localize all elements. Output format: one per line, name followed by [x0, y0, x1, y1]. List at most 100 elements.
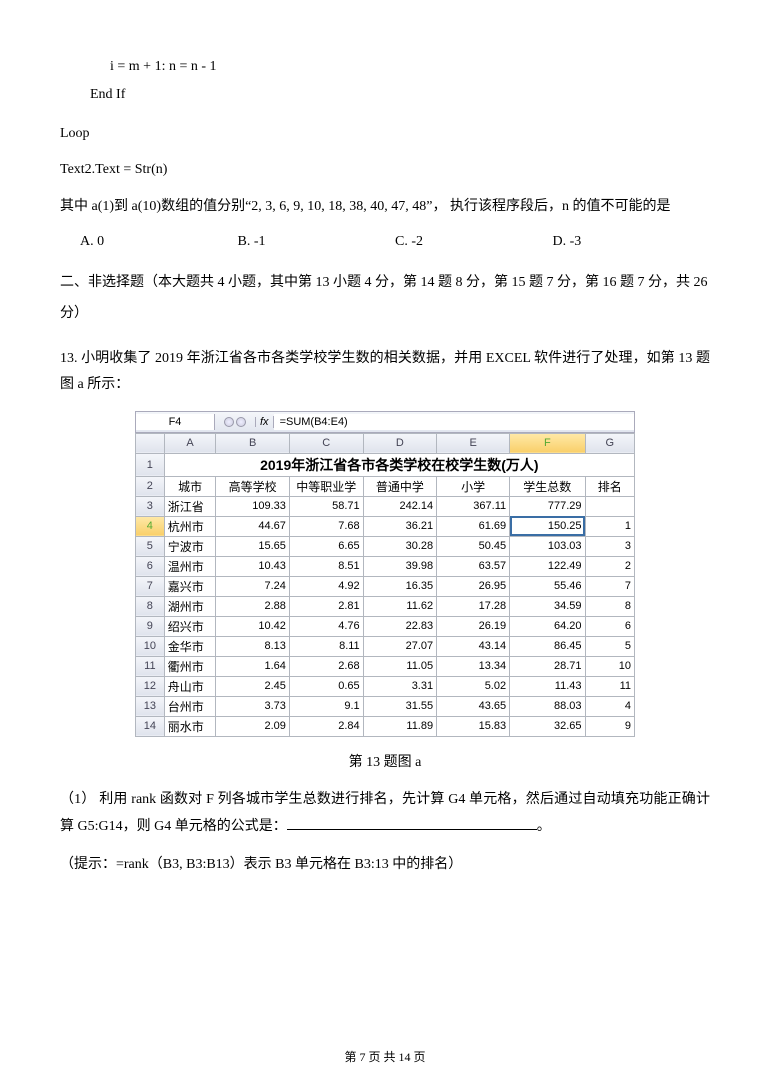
row-header[interactable]: 4 — [136, 516, 165, 536]
row-header[interactable]: 8 — [136, 596, 165, 616]
data-cell[interactable]: 11 — [585, 676, 635, 696]
data-cell[interactable]: 8 — [585, 596, 635, 616]
col-header-B[interactable]: B — [216, 433, 289, 453]
data-cell[interactable]: 26.95 — [437, 576, 510, 596]
data-cell[interactable]: 28.71 — [510, 656, 585, 676]
data-cell[interactable]: 7 — [585, 576, 635, 596]
data-cell[interactable]: 6.65 — [289, 536, 363, 556]
row-header[interactable]: 5 — [136, 536, 165, 556]
data-cell[interactable]: 777.29 — [510, 496, 585, 516]
data-cell[interactable]: 103.03 — [510, 536, 585, 556]
data-cell[interactable]: 11.89 — [363, 716, 436, 736]
header-cell[interactable]: 学生总数 — [510, 476, 585, 496]
data-cell[interactable]: 2.45 — [216, 676, 289, 696]
data-cell[interactable]: 367.11 — [437, 496, 510, 516]
data-cell[interactable]: 86.45 — [510, 636, 585, 656]
col-header-D[interactable]: D — [363, 433, 436, 453]
data-cell[interactable]: 43.65 — [437, 696, 510, 716]
header-cell[interactable]: 高等学校 — [216, 476, 289, 496]
row-header[interactable]: 2 — [136, 476, 165, 496]
col-header-C[interactable]: C — [289, 433, 363, 453]
data-cell[interactable]: 3.31 — [363, 676, 436, 696]
data-cell[interactable]: 7.24 — [216, 576, 289, 596]
col-header-E[interactable]: E — [437, 433, 510, 453]
dropdown-icon[interactable] — [224, 417, 234, 427]
data-cell[interactable]: 11.05 — [363, 656, 436, 676]
data-cell[interactable]: 58.71 — [289, 496, 363, 516]
data-cell[interactable]: 32.65 — [510, 716, 585, 736]
data-cell[interactable]: 5.02 — [437, 676, 510, 696]
data-cell[interactable]: 2.68 — [289, 656, 363, 676]
data-cell[interactable]: 61.69 — [437, 516, 510, 536]
row-header[interactable]: 6 — [136, 556, 165, 576]
data-cell[interactable]: 122.49 — [510, 556, 585, 576]
data-cell[interactable]: 64.20 — [510, 616, 585, 636]
data-cell[interactable]: 金华市 — [164, 636, 216, 656]
data-cell[interactable]: 0.65 — [289, 676, 363, 696]
data-cell[interactable]: 44.67 — [216, 516, 289, 536]
header-cell[interactable]: 中等职业学 — [289, 476, 363, 496]
row-header[interactable]: 14 — [136, 716, 165, 736]
data-cell[interactable]: 88.03 — [510, 696, 585, 716]
data-cell[interactable]: 8.51 — [289, 556, 363, 576]
data-cell[interactable]: 3.73 — [216, 696, 289, 716]
data-cell[interactable]: 17.28 — [437, 596, 510, 616]
data-cell[interactable]: 11.62 — [363, 596, 436, 616]
data-cell[interactable]: 26.19 — [437, 616, 510, 636]
data-cell[interactable]: 55.46 — [510, 576, 585, 596]
data-cell[interactable]: 舟山市 — [164, 676, 216, 696]
data-cell[interactable]: 16.35 — [363, 576, 436, 596]
data-cell[interactable]: 绍兴市 — [164, 616, 216, 636]
data-cell[interactable]: 36.21 — [363, 516, 436, 536]
data-cell[interactable]: 31.55 — [363, 696, 436, 716]
row-header[interactable]: 9 — [136, 616, 165, 636]
data-cell[interactable]: 4 — [585, 696, 635, 716]
cancel-icon[interactable] — [236, 417, 246, 427]
data-cell[interactable] — [585, 496, 635, 516]
data-cell[interactable]: 109.33 — [216, 496, 289, 516]
data-cell[interactable]: 2.09 — [216, 716, 289, 736]
name-box[interactable]: F4 — [136, 414, 215, 430]
data-cell[interactable]: 242.14 — [363, 496, 436, 516]
header-cell[interactable]: 城市 — [164, 476, 216, 496]
data-cell[interactable]: 嘉兴市 — [164, 576, 216, 596]
data-cell[interactable]: 衢州市 — [164, 656, 216, 676]
row-header[interactable]: 13 — [136, 696, 165, 716]
data-cell[interactable]: 15.83 — [437, 716, 510, 736]
spreadsheet[interactable]: ABCDEFG12019年浙江省各市各类学校在校学生数(万人)2城市高等学校中等… — [135, 433, 635, 737]
data-cell[interactable]: 9 — [585, 716, 635, 736]
row-header[interactable]: 1 — [136, 453, 165, 476]
col-header-G[interactable]: G — [585, 433, 635, 453]
data-cell[interactable]: 4.92 — [289, 576, 363, 596]
data-cell[interactable]: 8.13 — [216, 636, 289, 656]
row-header[interactable]: 12 — [136, 676, 165, 696]
data-cell[interactable]: 4.76 — [289, 616, 363, 636]
data-cell[interactable]: 杭州市 — [164, 516, 216, 536]
data-cell[interactable]: 2.84 — [289, 716, 363, 736]
formula-input[interactable]: =SUM(B4:E4) — [274, 414, 634, 430]
data-cell[interactable]: 15.65 — [216, 536, 289, 556]
data-cell[interactable]: 1.64 — [216, 656, 289, 676]
data-cell[interactable]: 温州市 — [164, 556, 216, 576]
data-cell[interactable]: 5 — [585, 636, 635, 656]
data-cell[interactable]: 150.25 — [510, 516, 585, 536]
data-cell[interactable]: 50.45 — [437, 536, 510, 556]
row-header[interactable]: 3 — [136, 496, 165, 516]
data-cell[interactable]: 10 — [585, 656, 635, 676]
data-cell[interactable]: 7.68 — [289, 516, 363, 536]
data-cell[interactable]: 湖州市 — [164, 596, 216, 616]
data-cell[interactable]: 13.34 — [437, 656, 510, 676]
data-cell[interactable]: 34.59 — [510, 596, 585, 616]
header-cell[interactable]: 普通中学 — [363, 476, 436, 496]
data-cell[interactable]: 39.98 — [363, 556, 436, 576]
data-cell[interactable]: 浙江省 — [164, 496, 216, 516]
row-header[interactable]: 7 — [136, 576, 165, 596]
data-cell[interactable]: 丽水市 — [164, 716, 216, 736]
data-cell[interactable]: 63.57 — [437, 556, 510, 576]
data-cell[interactable]: 11.43 — [510, 676, 585, 696]
data-cell[interactable]: 2.81 — [289, 596, 363, 616]
data-cell[interactable]: 27.07 — [363, 636, 436, 656]
data-cell[interactable]: 1 — [585, 516, 635, 536]
row-header[interactable]: 11 — [136, 656, 165, 676]
data-cell[interactable]: 9.1 — [289, 696, 363, 716]
